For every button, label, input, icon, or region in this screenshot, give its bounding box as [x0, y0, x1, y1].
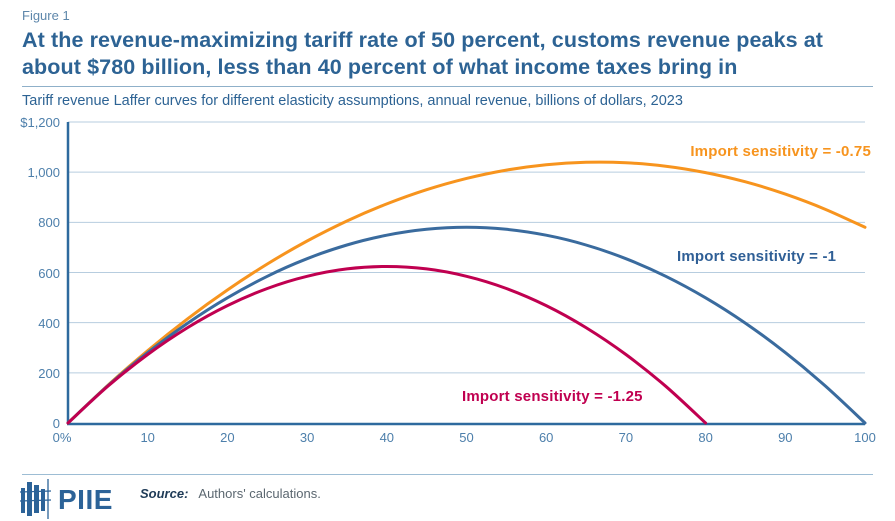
series-curve-0: [66, 160, 867, 425]
source-label: Source:: [140, 486, 189, 501]
x-axis-tick-label: 90: [778, 430, 793, 445]
x-axis-tick-label: 50: [459, 430, 474, 445]
page-title-line2: about $780 billion, less than 40 percent…: [22, 55, 738, 79]
series-curve-2: [66, 265, 708, 425]
source-text: Authors' calculations.: [198, 486, 321, 501]
source-line: Source: Authors' calculations.: [140, 486, 321, 501]
x-axis-tick-label: 10: [140, 430, 155, 445]
y-axis-tick-label: 800: [38, 215, 60, 231]
y-axis-tick-label: 600: [38, 265, 60, 281]
piie-logo: PIIE: [20, 479, 160, 519]
y-axis-tick-label: $1,200: [20, 115, 60, 130]
series-label-magenta: Import sensitivity = -1.25: [462, 388, 643, 405]
chart-subtitle: Tariff revenue Laffer curves for differe…: [22, 93, 683, 109]
series-label-blue: Import sensitivity = -1: [677, 248, 837, 265]
piie-logo-text: PIIE: [58, 484, 113, 515]
series-curve-1: [66, 225, 867, 425]
x-axis-tick-label: 30: [299, 430, 315, 445]
x-axis-tick-label: 100: [854, 430, 876, 445]
y-axis-tick-label: 0: [52, 416, 60, 431]
footer-divider: [22, 474, 873, 475]
piie-building-icon: [20, 479, 52, 519]
x-axis-tick-label: 40: [379, 430, 395, 445]
title-divider: [22, 86, 873, 87]
x-axis-tick-label: 80: [698, 430, 713, 445]
x-axis-tick-label: 60: [538, 430, 554, 445]
x-axis-tick-label: 0%: [52, 430, 72, 445]
y-axis-tick-label: 400: [38, 315, 60, 331]
page-title-line1: At the revenue-maximizing tariff rate of…: [22, 28, 824, 52]
series-label-orange: Import sensitivity = -0.75: [690, 143, 871, 160]
page-title: At the revenue-maximizing tariff rate of…: [22, 27, 878, 81]
x-axis-tick-label: 20: [220, 430, 235, 445]
figure-label: Figure 1: [22, 8, 70, 23]
x-axis-tick-label: 70: [618, 430, 634, 445]
y-axis-tick-label: 1,000: [27, 165, 60, 181]
y-axis-tick-label: 200: [38, 365, 60, 381]
